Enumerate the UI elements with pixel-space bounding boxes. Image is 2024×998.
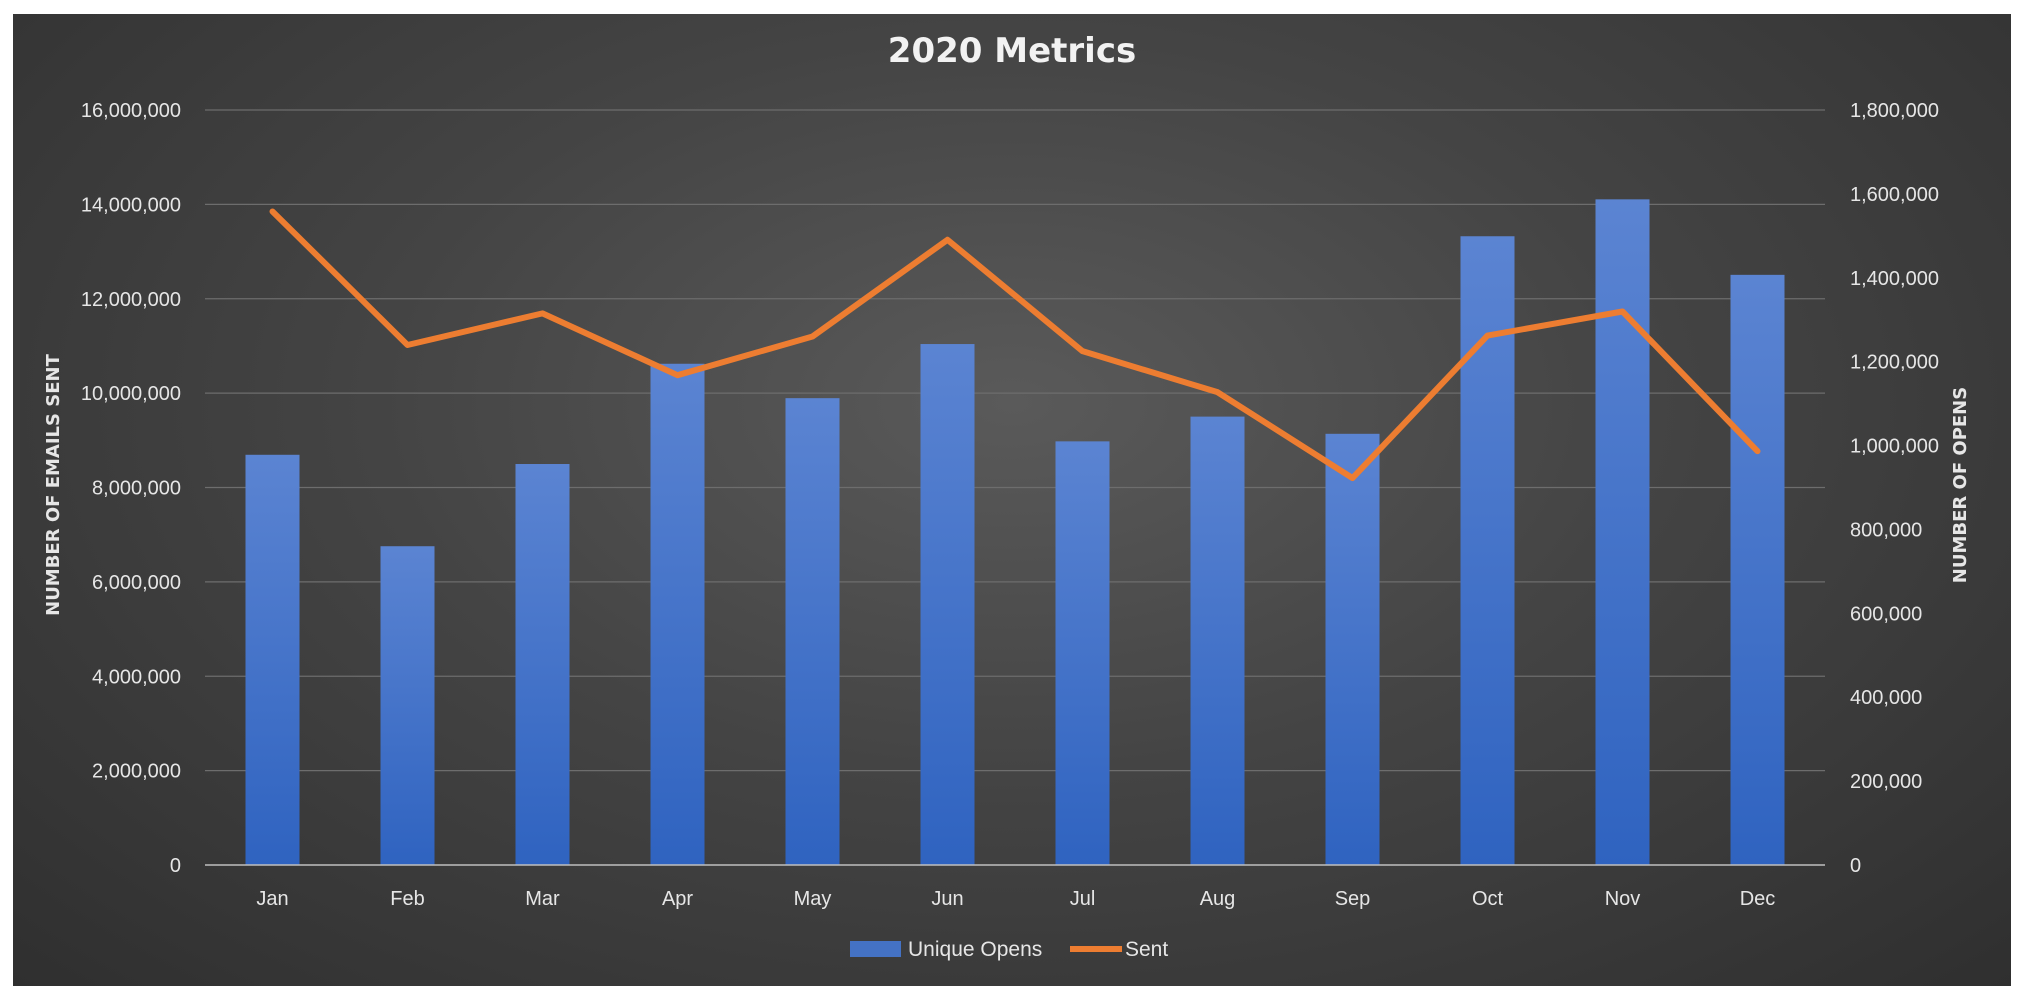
right-tick-label: 1,400,000 xyxy=(1850,268,1939,290)
left-tick-label: 4,000,000 xyxy=(92,666,181,688)
x-tick-aug: Aug xyxy=(1200,888,1236,910)
left-tick-label: 0 xyxy=(170,855,181,877)
left-tick-label: 8,000,000 xyxy=(92,478,181,500)
x-tick-sep: Sep xyxy=(1335,888,1371,910)
x-tick-jun: Jun xyxy=(931,888,963,910)
bar-dec xyxy=(1730,274,1785,865)
line-sent xyxy=(269,208,1761,482)
bar-may xyxy=(785,398,840,865)
x-axis-ticks: Jan Feb Mar Apr May Jun Jul Aug Sep Oct Nov Dec xyxy=(256,888,1775,910)
left-tick-label: 14,000,000 xyxy=(81,194,181,216)
bar-jan xyxy=(245,454,300,865)
right-axis-title: NUMBER OF OPENS xyxy=(1950,387,1971,583)
x-tick-nov: Nov xyxy=(1605,888,1641,910)
right-tick-label: 400,000 xyxy=(1850,687,1922,709)
chart-area: 2020 Metrics 0 2,000,000 4,000,000 6,000,00… xyxy=(13,14,2011,986)
left-axis-title: NUMBER OF EMAILS SENT xyxy=(43,353,64,615)
right-tick-label: 1,800,000 xyxy=(1850,100,1939,122)
right-tick-label: 800,000 xyxy=(1850,519,1922,541)
left-axis-ticks: 0 2,000,000 4,000,000 6,000,000 8,000,000 10,… xyxy=(81,100,181,877)
right-tick-label: 600,000 xyxy=(1850,603,1922,625)
left-tick-label: 12,000,000 xyxy=(81,289,181,311)
legend-label-unique-opens: Unique Opens xyxy=(908,938,1042,961)
legend: Unique Opens Sent xyxy=(850,938,1168,961)
legend-swatch-unique-opens xyxy=(850,941,901,957)
x-tick-may: May xyxy=(794,888,832,910)
x-tick-apr: Apr xyxy=(662,888,693,910)
x-tick-jan: Jan xyxy=(256,888,288,910)
bar-oct xyxy=(1460,236,1515,865)
bar-apr xyxy=(650,363,705,865)
left-tick-label: 6,000,000 xyxy=(92,572,181,594)
bar-nov xyxy=(1595,199,1650,865)
right-tick-label: 200,000 xyxy=(1850,771,1922,793)
x-tick-jul: Jul xyxy=(1070,888,1096,910)
bar-series-unique-opens xyxy=(245,199,1785,865)
legend-label-sent: Sent xyxy=(1125,938,1168,961)
x-tick-feb: Feb xyxy=(390,888,424,910)
x-tick-dec: Dec xyxy=(1740,888,1776,910)
chart-title: 2020 Metrics xyxy=(888,31,1136,71)
bar-sep xyxy=(1325,433,1380,865)
bar-jun xyxy=(920,344,975,865)
right-tick-label: 1,200,000 xyxy=(1850,352,1939,374)
right-axis-ticks: 0 200,000 400,000 600,000 800,000 1,000,000 1,… xyxy=(1850,100,1939,877)
left-tick-label: 10,000,000 xyxy=(81,383,181,405)
bar-jul xyxy=(1055,441,1110,865)
left-tick-label: 2,000,000 xyxy=(92,761,181,783)
right-tick-label: 0 xyxy=(1850,855,1861,877)
bar-feb xyxy=(380,546,435,865)
gridlines xyxy=(205,109,1825,772)
bar-mar xyxy=(515,464,570,865)
right-tick-label: 1,000,000 xyxy=(1850,436,1939,458)
bar-aug xyxy=(1190,416,1245,865)
x-tick-mar: Mar xyxy=(525,888,560,910)
chart-svg: 2020 Metrics 0 2,000,000 4,000,000 6,000,00… xyxy=(43,31,1971,961)
line-series-sent xyxy=(269,208,1761,482)
right-tick-label: 1,600,000 xyxy=(1850,184,1939,206)
x-tick-oct: Oct xyxy=(1472,888,1504,910)
left-tick-label: 16,000,000 xyxy=(81,100,181,122)
